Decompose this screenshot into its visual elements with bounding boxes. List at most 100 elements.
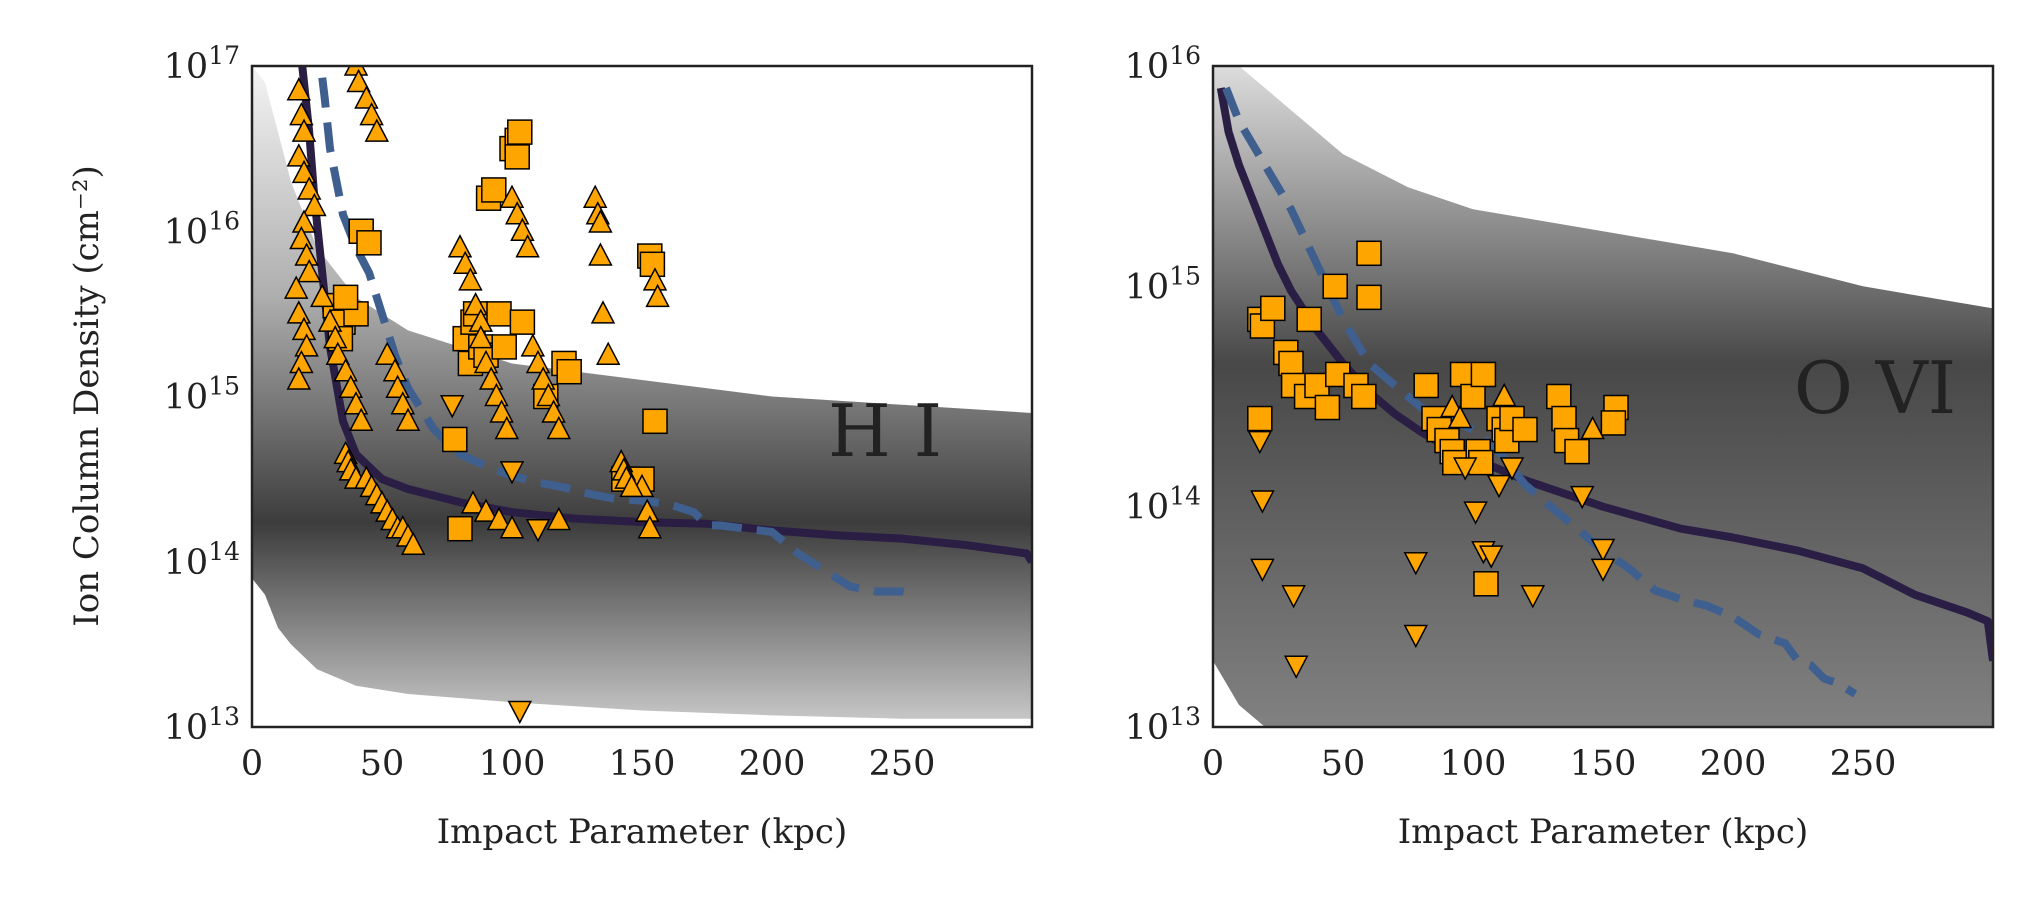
triangle-up-marker [291,118,317,142]
triangle-up-marker [283,275,309,299]
triangle-up-marker [588,242,613,266]
triangle-down-marker [499,461,525,485]
triangle-up-marker [286,77,312,101]
square-marker [1278,350,1304,377]
x-axis-label-ovi: Impact Parameter (kpc) [1398,812,1809,852]
square-marker [509,309,536,335]
x-axis-ovi: 0 50 100 150 200 250 [1202,744,1897,784]
x-tick-label: 150 [1570,744,1637,784]
y-tick-label: 1013 [1125,702,1201,748]
square-marker [1314,394,1341,421]
triangle-up-marker [520,333,546,357]
triangle-up-marker [588,209,613,233]
triangle-up-marker [374,341,400,365]
square-marker [1551,405,1577,432]
square-marker [486,301,512,327]
y-tick-label: 1015 [164,372,240,418]
triangle-down-marker [1250,490,1275,514]
triangle-up-marker [296,258,322,283]
square-marker [1460,383,1486,410]
triangle-up-marker [595,341,621,365]
dashed-line-hi [316,66,911,598]
triangle-up-marker [348,407,374,432]
triangle-down-marker [1590,538,1616,563]
triangle-down-marker [439,395,465,419]
square-marker [481,177,507,203]
axes-frame-hi [250,64,1034,729]
triangle-up-marker [645,283,670,308]
square-marker [1296,306,1322,333]
x-tick-label: 100 [479,744,546,784]
triangle-up-marker [619,473,644,498]
triangle-up-marker [447,234,473,258]
triangle-up-marker [499,515,525,539]
triangle-down-marker [1250,558,1275,582]
panel-hi: 0 50 100 150 200 250 1013 1014 1015 1016 1017 Imp… [67,41,1034,852]
square-marker [447,515,473,542]
square-marker [556,358,582,385]
triangle-up-marker [486,506,512,531]
triangle-up-marker [302,192,327,217]
triangle-up-marker [325,341,351,365]
triangle-up-marker [395,407,421,432]
triangle-up-marker [546,415,572,440]
square-marker [1413,372,1439,399]
y-axis-hi: 1013 1014 1015 1016 1017 [164,41,240,748]
square-marker [1512,416,1538,443]
triangle-up-marker [546,506,572,531]
x-axis-label-hi: Impact Parameter (kpc) [437,812,848,852]
triangle-up-marker [343,66,369,76]
triangle-up-marker [1491,382,1517,407]
x-tick-label: 200 [739,744,806,784]
triangle-up-marker [309,283,335,308]
x-tick-label: 200 [1700,744,1767,784]
y-tick-label: 1016 [1125,41,1201,87]
square-marker [507,119,533,145]
square-marker [1546,383,1572,410]
ion-label-ovi: O VI [1794,346,1956,430]
triangle-up-marker [582,184,608,208]
triangle-down-marker [1283,655,1309,679]
plot-area-ovi [1213,66,1993,727]
triangle-up-marker [515,234,540,258]
triangle-up-marker [286,366,312,390]
triangle-down-marker [1520,585,1546,609]
square-marker [1322,273,1348,300]
triangle-down-marker [507,700,533,725]
y-tick-label: 1017 [164,41,240,87]
square-marker [1351,383,1377,410]
triangle-up-marker [473,498,499,522]
y-axis-ovi: 1013 1014 1015 1016 [1125,41,1201,748]
axes-frame-ovi [1211,64,1995,729]
triangle-up-marker [460,490,486,514]
triangle-down-marker [1452,457,1478,481]
square-marker [1600,410,1627,436]
square-marker [1564,438,1590,465]
x-tick-label: 150 [609,744,676,784]
x-tick-label: 50 [1321,744,1366,784]
x-tick-label: 0 [1202,744,1224,784]
median-line-hi [298,66,1032,564]
square-marker [442,426,468,453]
square-marker [1468,449,1494,476]
x-tick-label: 50 [360,744,405,784]
triangle-down-marker [1281,585,1306,609]
triangle-down-marker [1247,430,1273,455]
triangle-down-marker [1499,457,1525,481]
square-marker [1356,240,1382,267]
square-marker [491,334,517,360]
triangle-down-marker [1403,624,1429,649]
triangle-up-marker [494,415,520,440]
dashed-line-ovi [1222,86,1858,698]
distribution-band-ovi [1213,66,1993,727]
y-tick-label: 1014 [1125,482,1201,528]
square-marker [1470,361,1497,388]
triangle-down-marker [1478,545,1504,569]
square-marker [332,284,359,311]
y-tick-label: 1016 [164,206,240,252]
x-tick-label: 100 [1440,744,1507,784]
triangle-up-marker [1447,404,1473,429]
y-tick-label: 1014 [164,537,240,583]
x-tick-label: 250 [1830,744,1897,784]
